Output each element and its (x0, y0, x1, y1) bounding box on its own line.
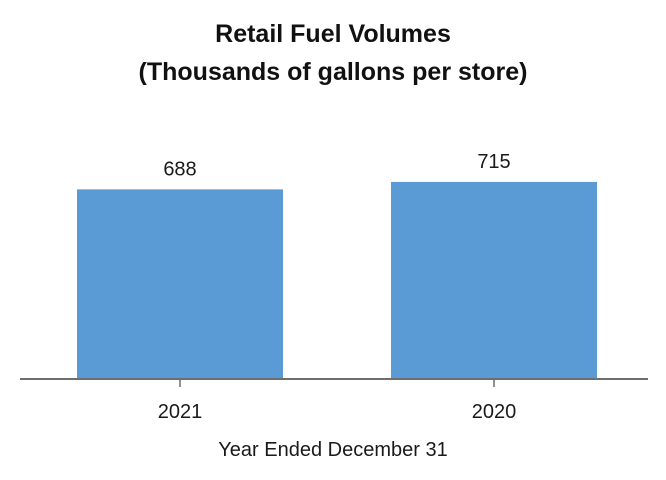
x-tick-label-2020: 2020 (472, 401, 517, 423)
bar-2020 (391, 181, 597, 379)
chart-title: Retail Fuel Volumes (215, 20, 451, 48)
x-tick-label-2021: 2021 (158, 401, 203, 423)
data-label-2021: 688 (163, 158, 196, 180)
data-label-2020: 715 (477, 151, 510, 173)
chart-subtitle: (Thousands of gallons per store) (139, 58, 528, 86)
plot-area: 688 2021 715 2020 (20, 151, 648, 423)
bar-2021 (77, 189, 283, 379)
x-axis-label: Year Ended December 31 (218, 439, 447, 461)
